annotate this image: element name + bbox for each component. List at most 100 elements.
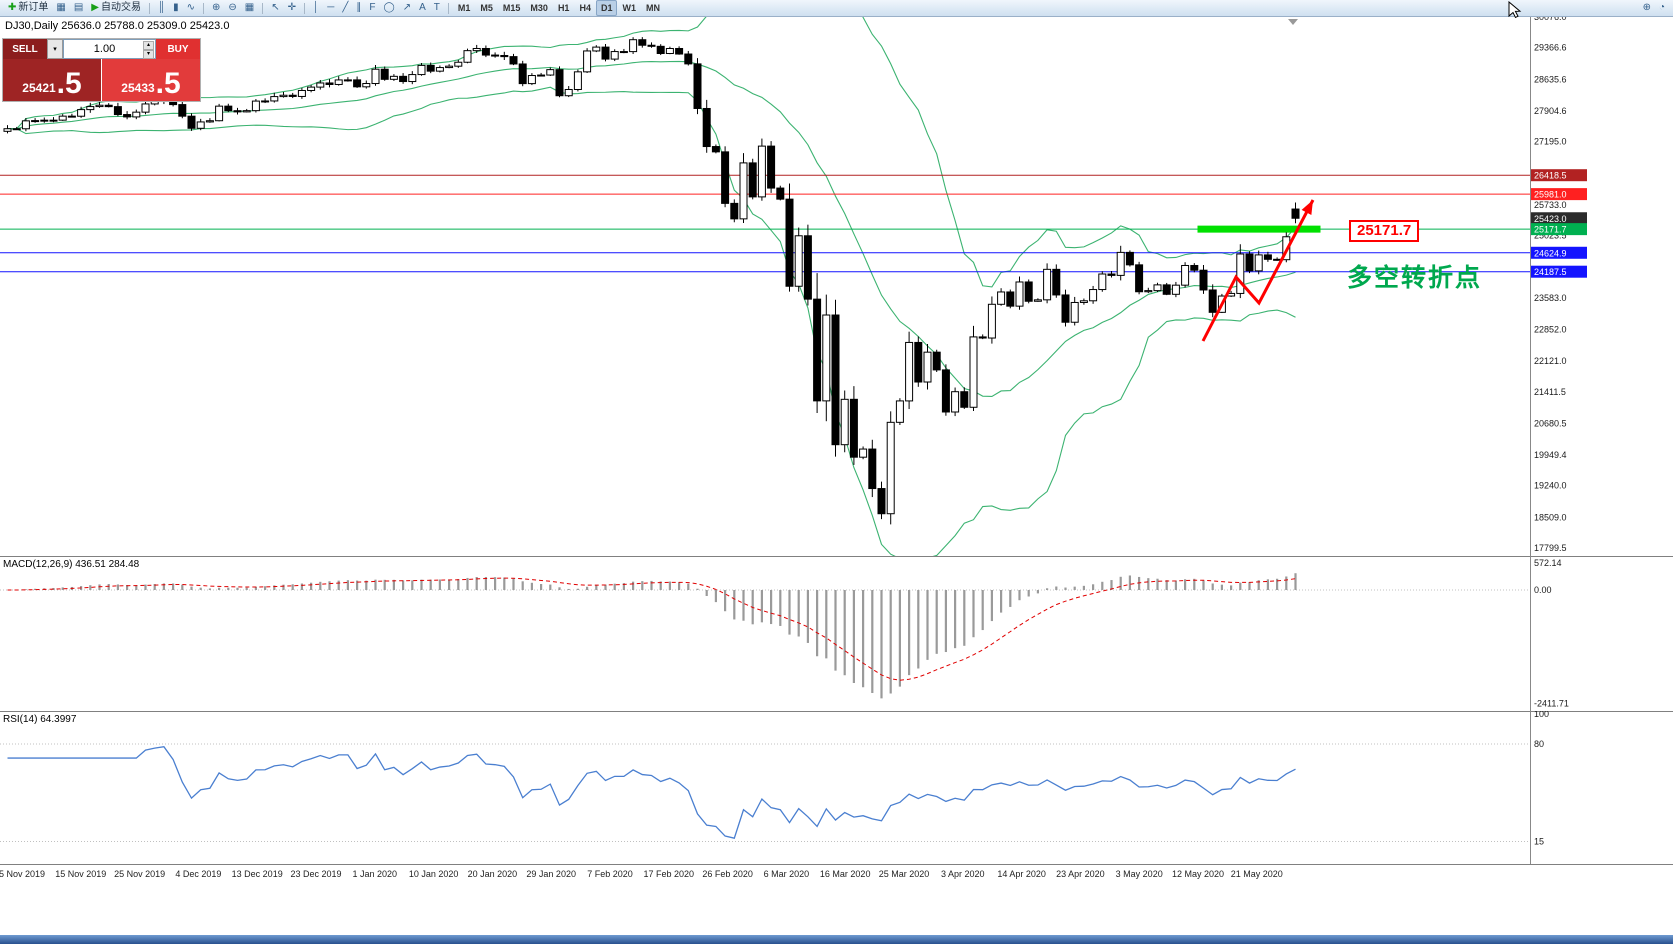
grid[interactable]: ▦ bbox=[241, 0, 258, 16]
vertical-line[interactable]: │ bbox=[309, 0, 323, 16]
price-axis-label: 25733.0 bbox=[1534, 200, 1567, 210]
timeframe-m5[interactable]: M5 bbox=[475, 0, 498, 16]
text-label[interactable]: T bbox=[430, 0, 444, 16]
timeframe-d1[interactable]: D1 bbox=[595, 0, 618, 16]
macd-histogram bbox=[15, 573, 1297, 699]
channel[interactable]: ∥ bbox=[352, 0, 365, 16]
toolbar-tools-group: ║ ▮ ∿ ⊕ ⊖ ▦ ↖ ✛ │ ─ ╱ ∥ F ◯ ↗ A T bbox=[154, 0, 444, 16]
price-axis-label: 20680.5 bbox=[1534, 418, 1567, 428]
trade-panel-prices-row: 25421.5 25433.5 bbox=[3, 59, 200, 101]
volume-down-button[interactable]: ▾ bbox=[143, 50, 154, 59]
timeframe-mn-label: MN bbox=[645, 3, 660, 13]
zoom-in[interactable]: ⊕ bbox=[208, 0, 224, 16]
rsi-line bbox=[7, 746, 1296, 839]
toolbar-right-group: ⊕ ◔ bbox=[1639, 0, 1669, 16]
magnifier-plus-icon: ⊕ bbox=[1642, 2, 1651, 13]
candle-chart-icon: ▮ bbox=[173, 2, 179, 13]
trend-arrow bbox=[1201, 199, 1315, 342]
bar-chart[interactable]: ║ bbox=[154, 0, 169, 16]
horizontal-line[interactable]: ─ bbox=[323, 0, 338, 16]
price-callout[interactable]: 25171.7 bbox=[1349, 220, 1420, 242]
auto-trading-label: 自动交易 bbox=[101, 2, 141, 13]
sell-price-frac: .5 bbox=[56, 67, 82, 100]
time-axis-label: 3 May 2020 bbox=[1115, 869, 1163, 879]
fibonacci-icon: F bbox=[369, 2, 376, 13]
timeframe-h4-label: H4 bbox=[579, 3, 591, 13]
candle-chart[interactable]: ▮ bbox=[169, 0, 183, 16]
magnifier-plus[interactable]: ⊕ bbox=[1639, 0, 1655, 16]
timeframe-mn[interactable]: MN bbox=[641, 0, 665, 16]
buy-button[interactable]: BUY bbox=[156, 39, 200, 59]
rsi-scale-label: 80 bbox=[1534, 739, 1544, 749]
macd-signal-line bbox=[7, 577, 1296, 681]
line-chart[interactable]: ∿ bbox=[183, 0, 199, 16]
sell-price[interactable]: 25421.5 bbox=[3, 59, 101, 101]
support-highlight-bar[interactable] bbox=[1197, 225, 1321, 233]
ohlc-values: 25636.0 25788.0 25309.0 25423.0 bbox=[61, 20, 230, 32]
trendline[interactable]: ╱ bbox=[338, 0, 352, 16]
price-axis-label: 27904.6 bbox=[1534, 106, 1567, 116]
price-axis-labels: 30076.0 29366.6 28635.6 27904.6 27195.0 25733… bbox=[1534, 16, 1567, 553]
main-chart-canvas[interactable]: 30076.0 29366.6 28635.6 27904.6 27195.0 25733… bbox=[0, 16, 1673, 556]
time-axis-label: 16 Mar 2020 bbox=[819, 869, 871, 879]
crosshair[interactable]: ✛ bbox=[284, 0, 300, 16]
timeframe-m1[interactable]: M1 bbox=[453, 0, 476, 16]
time-axis-label: 12 May 2020 bbox=[1171, 869, 1225, 879]
timeframe-m30[interactable]: M30 bbox=[525, 0, 553, 16]
cursor[interactable]: ↖ bbox=[267, 0, 283, 16]
price-badge: 25981.0 bbox=[1534, 190, 1567, 200]
price-badge: 25423.0 bbox=[1534, 214, 1567, 224]
charts-grid[interactable]: ▦ bbox=[52, 0, 69, 16]
channel-icon: ∥ bbox=[356, 2, 362, 13]
line-chart-icon: ∿ bbox=[186, 2, 195, 13]
fibonacci[interactable]: F bbox=[365, 0, 379, 16]
time-axis-label: 20 Jan 2020 bbox=[467, 869, 518, 879]
time-axis[interactable]: 5 Nov 2019 15 Nov 2019 25 Nov 2019 4 Dec 20… bbox=[0, 864, 1673, 885]
price-badge: 25171.7 bbox=[1534, 225, 1567, 235]
price-axis-label: 21411.5 bbox=[1534, 387, 1566, 397]
buy-price[interactable]: 25433.5 bbox=[102, 59, 200, 101]
zoom-out[interactable]: ⊖ bbox=[224, 0, 240, 16]
arrows-icon: ↗ bbox=[402, 2, 412, 13]
sell-button[interactable]: SELL bbox=[3, 39, 47, 59]
turning-point-annotation[interactable]: 多空转折点 bbox=[1347, 264, 1483, 292]
timeframe-h4[interactable]: H4 bbox=[574, 0, 596, 16]
text[interactable]: A bbox=[415, 0, 430, 16]
indicator-dial[interactable]: ◔ bbox=[1655, 0, 1669, 16]
arrows[interactable]: ↗ bbox=[399, 0, 415, 16]
price-axis-label: 19949.4 bbox=[1534, 450, 1567, 460]
price-axis-label: 25023.5 bbox=[1534, 231, 1567, 241]
time-axis-label: 23 Apr 2020 bbox=[1056, 869, 1105, 879]
auto-trading[interactable]: ▶ 自动交易 bbox=[87, 0, 145, 16]
rsi-indicator-panel[interactable]: 100 80 15 bbox=[0, 711, 1673, 864]
auto-trading-icon: ▶ bbox=[91, 2, 99, 13]
time-axis-label: 13 Dec 2019 bbox=[231, 869, 283, 879]
cursor-icon: ↖ bbox=[271, 2, 280, 13]
chevron-down-icon: ▾ bbox=[53, 46, 57, 53]
time-axis-label: 29 Jan 2020 bbox=[526, 869, 576, 879]
rsi-scale-labels: 100 80 15 bbox=[1534, 711, 1549, 847]
timeframe-m15[interactable]: M15 bbox=[498, 0, 526, 16]
timeframe-w1[interactable]: W1 bbox=[617, 0, 641, 16]
profiles[interactable]: ▤ bbox=[70, 0, 87, 16]
price-axis-label: 17799.5 bbox=[1534, 543, 1567, 553]
rsi-label: RSI(14) 64.3997 bbox=[3, 714, 77, 725]
volume-input[interactable] bbox=[63, 39, 156, 59]
timeframe-h1[interactable]: H1 bbox=[553, 0, 575, 16]
macd-indicator-panel[interactable]: 572.14 0.00 -2411.71 bbox=[0, 556, 1673, 711]
time-axis-label: 25 Nov 2019 bbox=[114, 869, 166, 879]
indicator-dial-icon: ◔ bbox=[1658, 2, 1665, 13]
order-type-dropdown[interactable]: ▾ bbox=[47, 39, 63, 59]
timeframe-m15-label: M15 bbox=[502, 3, 521, 13]
time-axis-label: 25 Mar 2020 bbox=[878, 869, 930, 879]
shapes[interactable]: ◯ bbox=[380, 0, 399, 16]
time-axis-label: 21 May 2020 bbox=[1230, 869, 1283, 879]
one-click-trade-panel: SELL ▾ ▴ ▾ BUY 25421.5 25433.5 bbox=[2, 38, 201, 102]
volume-up-button[interactable]: ▴ bbox=[143, 41, 154, 50]
timeframe-w1-label: W1 bbox=[622, 3, 636, 13]
new-order[interactable]: ✚ 新订单 bbox=[4, 0, 52, 16]
macd-label: MACD(12,26,9) 436.51 284.48 bbox=[3, 559, 140, 570]
zoom-in-icon: ⊕ bbox=[212, 2, 221, 13]
mouse-cursor bbox=[1508, 1, 1522, 19]
